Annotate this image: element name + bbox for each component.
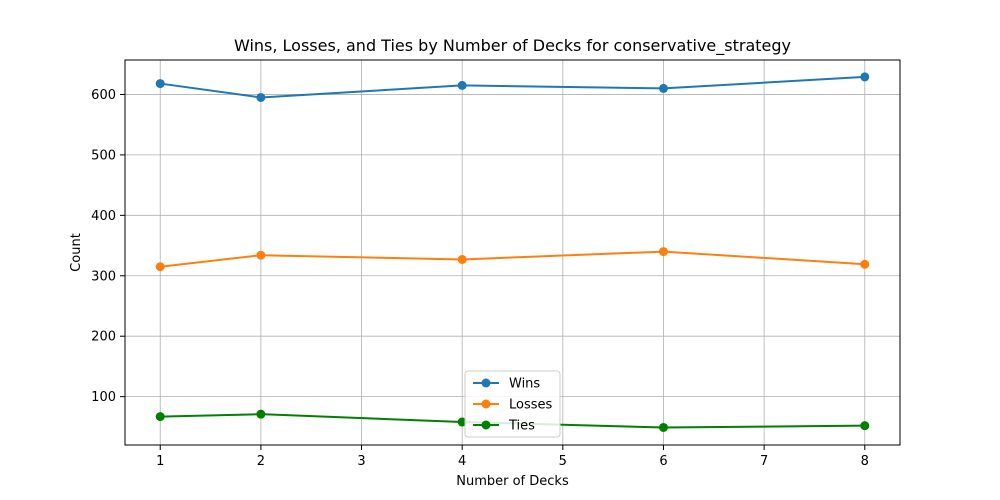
series-layer bbox=[155, 72, 870, 432]
x-tick-label: 3 bbox=[357, 454, 365, 469]
data-point-losses bbox=[860, 259, 870, 269]
x-axis-label: Number of Decks bbox=[456, 474, 569, 489]
legend-label: Losses bbox=[509, 398, 553, 413]
legend-box bbox=[464, 370, 561, 438]
legend-label: Wins bbox=[509, 377, 540, 392]
legend-marker bbox=[481, 378, 491, 388]
x-tick-label: 5 bbox=[559, 454, 567, 469]
y-axis-label: Count bbox=[69, 233, 84, 272]
y-tick-label: 500 bbox=[91, 148, 116, 163]
y-tick-label: 300 bbox=[91, 269, 116, 284]
legend-marker bbox=[481, 399, 491, 409]
data-point-wins bbox=[860, 72, 870, 82]
y-tick-label: 100 bbox=[91, 390, 116, 405]
x-tick-label: 6 bbox=[659, 454, 667, 469]
data-point-wins bbox=[256, 92, 266, 102]
data-point-losses bbox=[457, 254, 467, 264]
data-point-wins bbox=[457, 80, 467, 90]
data-point-ties bbox=[860, 421, 870, 431]
x-tick-label: 1 bbox=[156, 454, 164, 469]
data-point-losses bbox=[155, 262, 165, 272]
data-point-wins bbox=[155, 79, 165, 89]
data-point-losses bbox=[658, 247, 668, 257]
x-tick-label: 4 bbox=[458, 454, 466, 469]
axis-ticks: 1 2 3 4 5 6 7 8 100 200 300 400 500 600 bbox=[91, 88, 869, 469]
y-tick-label: 400 bbox=[91, 209, 116, 224]
data-point-ties bbox=[457, 417, 467, 427]
legend-label: Ties bbox=[508, 419, 535, 434]
legend-marker bbox=[481, 420, 491, 430]
y-tick-label: 200 bbox=[91, 330, 116, 345]
data-point-ties bbox=[256, 409, 266, 419]
x-tick-label: 8 bbox=[861, 454, 869, 469]
data-point-ties bbox=[658, 422, 668, 432]
x-tick-label: 7 bbox=[760, 454, 768, 469]
chart-title: Wins, Losses, and Ties by Number of Deck… bbox=[234, 36, 791, 56]
data-point-wins bbox=[658, 83, 668, 93]
legend: Wins Losses Ties bbox=[464, 370, 561, 438]
data-point-losses bbox=[256, 250, 266, 260]
series-line-losses bbox=[160, 250, 865, 268]
x-tick-label: 2 bbox=[257, 454, 265, 469]
plot-frame bbox=[124, 59, 901, 446]
y-tick-label: 600 bbox=[91, 88, 116, 103]
data-point-ties bbox=[155, 412, 165, 422]
